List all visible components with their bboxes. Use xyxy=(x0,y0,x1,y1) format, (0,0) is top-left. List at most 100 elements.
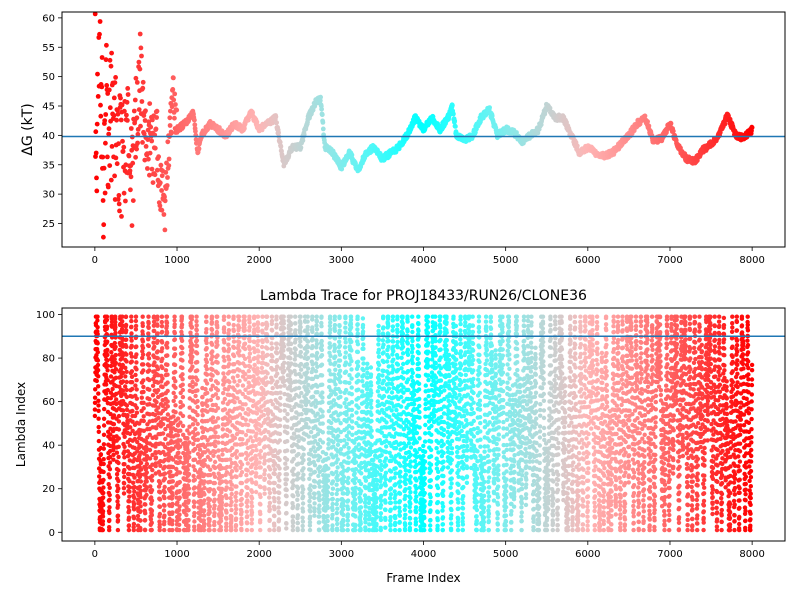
lambda-point xyxy=(192,519,197,524)
delta-g-point xyxy=(126,153,132,159)
lambda-point xyxy=(328,327,333,332)
lambda-point xyxy=(154,399,159,405)
lambda-point xyxy=(236,314,242,319)
lambda-point xyxy=(190,354,195,359)
lambda-point xyxy=(138,495,143,500)
lambda-point xyxy=(219,486,225,492)
lambda-point xyxy=(162,527,167,533)
lambda-point xyxy=(332,314,337,319)
lambda-point xyxy=(288,314,293,319)
delta-g-point xyxy=(104,42,109,48)
lambda-point xyxy=(317,520,322,525)
lambda-point xyxy=(158,481,163,486)
lambda-point xyxy=(180,387,185,393)
lambda-point xyxy=(247,325,252,330)
lambda-point xyxy=(126,527,132,533)
lambda-point xyxy=(310,336,315,342)
lambda-point xyxy=(267,475,273,480)
delta-g-panel: 0 1000 2000 3000 4000 5000 6000 7000 8000 253035… xyxy=(20,11,786,266)
lambda-point xyxy=(242,328,247,333)
lambda-point xyxy=(210,342,215,347)
lambda-point xyxy=(157,497,163,502)
lambda-point xyxy=(258,511,263,517)
delta-g-point xyxy=(153,126,159,132)
lambda-point xyxy=(146,363,152,368)
lambda-point xyxy=(325,497,331,502)
delta-g-point xyxy=(113,75,118,80)
lambda-point xyxy=(190,347,195,353)
lambda-point xyxy=(195,368,200,373)
lambda-point xyxy=(331,439,336,445)
lambda-point xyxy=(232,400,237,405)
lambda-point xyxy=(253,466,258,471)
lambda-point xyxy=(297,385,302,391)
lambda-point xyxy=(177,455,183,460)
lambda-point xyxy=(213,392,219,397)
lambda-point xyxy=(290,520,296,525)
delta-g-point xyxy=(171,97,177,103)
lambda-point xyxy=(262,468,268,473)
lambda-point xyxy=(202,508,207,513)
delta-g-point xyxy=(166,163,172,169)
lambda-point xyxy=(317,493,322,498)
lambda-point xyxy=(259,344,265,350)
lambda-point xyxy=(242,318,247,323)
lambda-point xyxy=(149,527,154,533)
lambda-point xyxy=(229,507,234,513)
lambda-point xyxy=(231,339,237,344)
lambda-point xyxy=(138,504,143,509)
lambda-point xyxy=(98,452,104,457)
lambda-point xyxy=(333,360,338,365)
lambda-point xyxy=(191,473,196,479)
lambda-point xyxy=(165,345,170,350)
lambda-point xyxy=(233,527,239,533)
lambda-point xyxy=(100,514,106,519)
lambda-point xyxy=(171,398,176,404)
lambda-point xyxy=(276,517,282,522)
lambda-point xyxy=(165,372,170,377)
lambda-point xyxy=(107,460,113,465)
lambda-point xyxy=(335,521,340,527)
lambda-point xyxy=(215,406,221,411)
delta-g-point xyxy=(161,212,167,217)
lambda-point xyxy=(278,390,283,395)
lambda-point xyxy=(201,527,207,533)
lambda-point xyxy=(332,328,338,333)
lambda-point xyxy=(235,383,240,388)
lambda-point xyxy=(320,440,326,445)
delta-g-point xyxy=(140,85,146,91)
lambda-point xyxy=(96,391,101,396)
lambda-point xyxy=(107,505,112,510)
lambda-point xyxy=(208,467,213,472)
lambda-point xyxy=(176,450,181,455)
lambda-point xyxy=(314,327,320,332)
lambda-point xyxy=(285,424,290,430)
lambda-point xyxy=(150,467,155,473)
lambda-point xyxy=(284,472,290,477)
lambda-point xyxy=(326,466,331,471)
lambda-point xyxy=(298,367,304,372)
lambda-point xyxy=(267,495,272,500)
lambda-point xyxy=(281,364,286,370)
delta-g-point xyxy=(157,203,163,209)
lambda-point xyxy=(306,425,311,430)
lambda-point xyxy=(298,329,303,334)
lambda-point xyxy=(319,343,324,348)
lambda-point xyxy=(138,509,143,514)
delta-g-point xyxy=(130,198,136,204)
lambda-point xyxy=(215,325,220,330)
lambda-point xyxy=(155,323,160,328)
lambda-point xyxy=(320,382,325,387)
lambda-point xyxy=(272,480,277,486)
lambda-point xyxy=(249,521,254,526)
lambda-point xyxy=(124,379,129,385)
lambda-point xyxy=(149,498,155,503)
lambda-point xyxy=(237,348,242,354)
lambda-point xyxy=(262,452,268,457)
lambda-point xyxy=(285,418,290,423)
x-tick-label: 7000 xyxy=(657,255,682,266)
lambda-point xyxy=(192,510,197,516)
lambda-point xyxy=(327,314,333,319)
delta-g-point xyxy=(642,113,648,119)
delta-g-point xyxy=(670,128,676,134)
